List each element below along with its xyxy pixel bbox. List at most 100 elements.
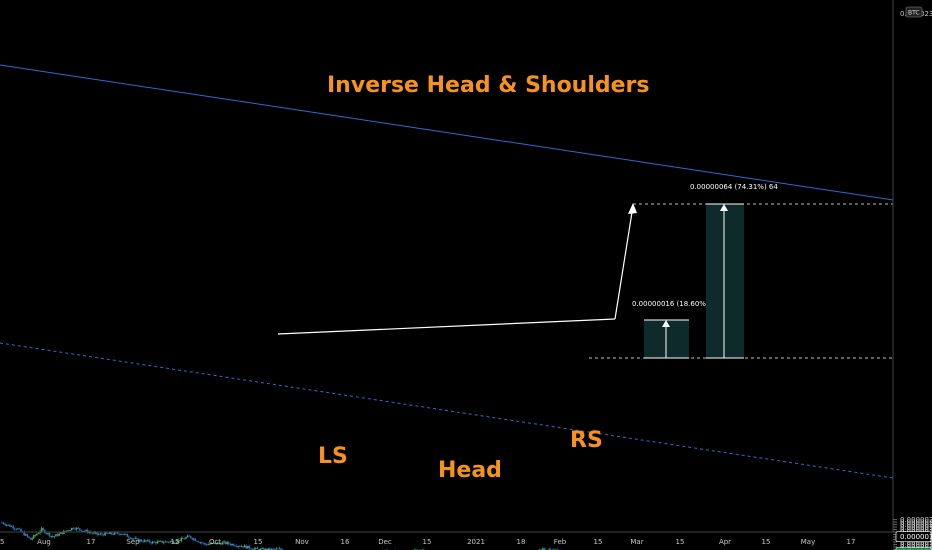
candle-body [77,527,79,529]
candle-body [262,548,265,550]
candle-body [121,533,124,535]
candle-body [228,542,230,544]
time-axis-tick-label: 16 [341,538,350,546]
chart-title: Inverse Head & Shoulders [327,73,650,98]
candle-body [91,532,94,534]
candle-body [223,541,225,543]
candle-body [183,538,186,540]
measure-large-box[interactable] [706,204,744,358]
candle-body [243,545,246,548]
candle-body [15,528,18,530]
candle-body [237,546,240,547]
candle-body [188,535,190,537]
candle-body [256,547,259,549]
candle-body [126,534,129,537]
candle-body [29,537,32,540]
candle-body [31,538,33,540]
candle-body [37,533,40,534]
candle-body [109,532,111,534]
candle-body [55,534,57,537]
candle-body [12,526,14,529]
candle-body [166,541,168,543]
candle-body [139,539,141,542]
candle-body [267,548,270,550]
candle-body [247,545,249,549]
candle-body [94,532,97,534]
candle-body [40,528,43,532]
candle-body [174,542,176,544]
candle-body [264,548,267,550]
candle-body [172,541,175,544]
candle-body [124,533,127,535]
candle-body [99,533,102,535]
candle-body [150,542,152,544]
currency-badge[interactable] [905,6,923,18]
candle-body [275,548,278,550]
candle-body [32,535,35,539]
price-axis-tick-label: 0.00000210 [900,519,932,527]
candle-body [142,541,144,543]
candle-body [140,539,143,542]
price-axis-tick-label: 0.00000200 [900,521,932,529]
candle-body [194,538,197,541]
candle-body [18,528,21,530]
candle-body [215,542,217,545]
measure-large-label: 0.00000064 (74.31%) 64 [690,183,778,191]
upper-trendline[interactable] [0,64,894,201]
candle-body [231,543,233,545]
target-arrow-line[interactable] [614,205,634,320]
right-shoulder-label: RS [570,428,603,453]
candle-body [53,536,56,538]
candle-body [261,548,263,550]
candle-body [42,528,45,530]
candle-body [116,532,119,534]
candle-body [147,540,149,542]
candle-body [102,534,105,536]
candle-body [220,543,222,545]
candle-body [272,548,275,550]
candle-body [216,542,219,545]
time-axis-tick-label: 15 [171,538,180,546]
candle-body [51,536,54,538]
price-tags: 0.000001510.000000870.0000008412:25:38 [895,531,932,550]
candle-body [123,533,125,535]
candle-body [93,532,95,534]
time-axis-tick-label: 15 [762,538,771,546]
candle-body [189,535,192,539]
candle-body [143,540,146,542]
candle-body [151,541,154,544]
candle-body [218,542,221,544]
candle-body [7,524,10,526]
neckline[interactable] [277,318,616,335]
candle-body [161,540,163,543]
candle-body [164,541,167,543]
candle-body [156,541,159,544]
candle-body [182,538,184,539]
candle-body [253,548,255,550]
candle-body [136,538,138,539]
candle-body [69,530,71,531]
candle-body [185,537,187,539]
time-axis[interactable]: 5 Aug 17 Sep 15 Oct 15 Nov 16 Dec 15 2021 18 Feb 15 Mar… [0,538,855,546]
price-axis-tick-label: 0.00000180 [900,526,932,534]
candle-body [204,543,206,545]
candle-body [13,528,16,530]
price-tag-box [895,531,932,543]
candle-body [170,541,173,542]
candle-body [2,522,5,525]
candle-body [105,532,108,534]
candle-body [542,548,544,550]
candle-body [88,532,91,533]
candle-body [113,532,116,535]
price-axis-tick-label: 0.00000220 [900,516,932,524]
time-axis-tick-label: 2021 [467,538,485,546]
candle-body [59,532,62,534]
price-tag-label: 0.00000151 [900,533,932,541]
candle-body [197,541,200,543]
measure-large-arrowhead [720,204,728,211]
candle-body [199,542,202,544]
lower-trendline[interactable] [0,342,894,479]
candle-body [543,548,546,550]
price-axis-tick-label: 0.00000190 [900,524,932,532]
